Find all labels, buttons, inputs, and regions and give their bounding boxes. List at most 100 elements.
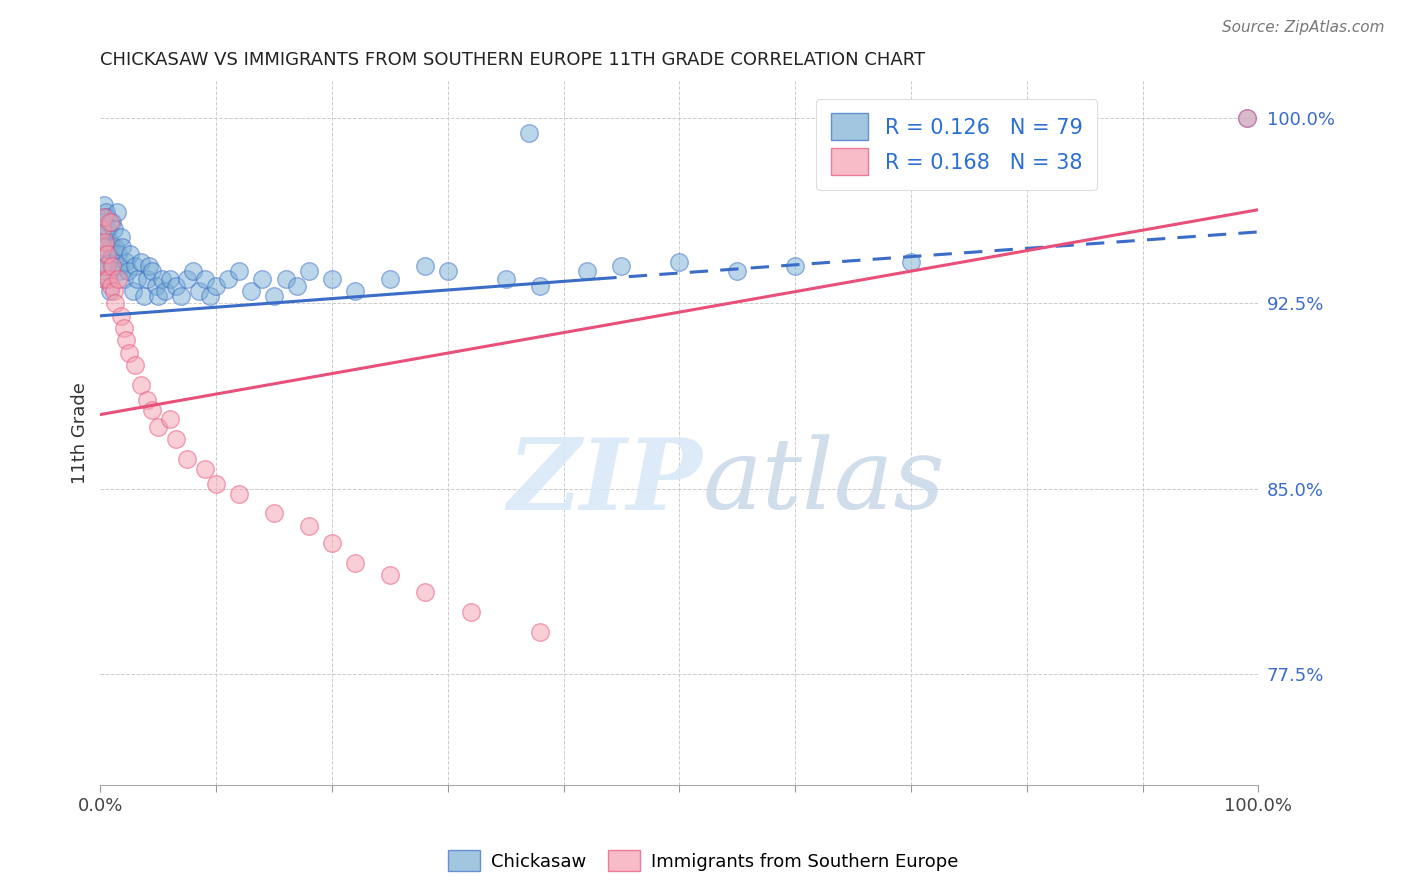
Point	[138, 260, 160, 274]
Point	[100, 279, 122, 293]
Point	[135, 272, 157, 286]
Point	[91, 222, 114, 236]
Point	[104, 296, 127, 310]
Point	[94, 247, 117, 261]
Point	[129, 378, 152, 392]
Point	[90, 235, 112, 249]
Point	[274, 272, 297, 286]
Point	[153, 284, 176, 298]
Point	[378, 568, 401, 582]
Point	[176, 452, 198, 467]
Point	[98, 215, 121, 229]
Point	[107, 247, 129, 261]
Point	[91, 247, 114, 261]
Point	[111, 240, 134, 254]
Point	[378, 272, 401, 286]
Point	[114, 254, 136, 268]
Point	[108, 264, 131, 278]
Point	[575, 264, 598, 278]
Point	[181, 264, 204, 278]
Point	[495, 272, 517, 286]
Point	[413, 260, 436, 274]
Point	[529, 279, 551, 293]
Point	[93, 210, 115, 224]
Point	[94, 205, 117, 219]
Point	[114, 334, 136, 348]
Point	[112, 272, 135, 286]
Point	[1236, 112, 1258, 126]
Point	[239, 284, 262, 298]
Point	[529, 624, 551, 639]
Point	[517, 126, 540, 140]
Point	[124, 260, 146, 274]
Point	[725, 264, 748, 278]
Point	[118, 346, 141, 360]
Point	[165, 279, 187, 293]
Point	[1236, 112, 1258, 126]
Point	[176, 272, 198, 286]
Point	[263, 289, 285, 303]
Point	[96, 210, 118, 224]
Point	[93, 198, 115, 212]
Point	[101, 260, 124, 274]
Point	[91, 240, 114, 254]
Point	[100, 252, 122, 266]
Point	[159, 412, 181, 426]
Point	[141, 264, 163, 278]
Point	[187, 284, 209, 298]
Point	[94, 227, 117, 242]
Legend: Chickasaw, Immigrants from Southern Europe: Chickasaw, Immigrants from Southern Euro…	[440, 843, 966, 879]
Point	[121, 284, 143, 298]
Point	[785, 260, 807, 274]
Point	[285, 279, 308, 293]
Point	[104, 240, 127, 254]
Point	[150, 272, 173, 286]
Point	[321, 272, 343, 286]
Point	[93, 272, 115, 286]
Point	[93, 272, 115, 286]
Point	[205, 279, 228, 293]
Point	[134, 289, 156, 303]
Point	[97, 272, 120, 286]
Point	[101, 215, 124, 229]
Point	[93, 260, 115, 274]
Point	[110, 309, 132, 323]
Point	[165, 432, 187, 446]
Point	[170, 289, 193, 303]
Point	[97, 272, 120, 286]
Point	[228, 264, 250, 278]
Point	[90, 222, 112, 236]
Point	[90, 210, 112, 224]
Point	[148, 289, 170, 303]
Point	[105, 205, 128, 219]
Point	[228, 486, 250, 500]
Point	[344, 556, 367, 570]
Point	[108, 260, 131, 274]
Point	[117, 264, 139, 278]
Point	[120, 247, 142, 261]
Point	[129, 254, 152, 268]
Text: Source: ZipAtlas.com: Source: ZipAtlas.com	[1222, 20, 1385, 35]
Point	[298, 264, 321, 278]
Point	[98, 284, 121, 298]
Point	[127, 272, 149, 286]
Point	[112, 321, 135, 335]
Text: ZIP: ZIP	[508, 434, 703, 531]
Point	[298, 518, 321, 533]
Point	[100, 240, 122, 254]
Text: CHICKASAW VS IMMIGRANTS FROM SOUTHERN EUROPE 11TH GRADE CORRELATION CHART: CHICKASAW VS IMMIGRANTS FROM SOUTHERN EU…	[100, 51, 925, 69]
Point	[217, 272, 239, 286]
Point	[145, 279, 167, 293]
Point	[94, 260, 117, 274]
Point	[200, 289, 222, 303]
Point	[263, 506, 285, 520]
Point	[413, 585, 436, 599]
Point	[110, 230, 132, 244]
Point	[94, 215, 117, 229]
Point	[321, 536, 343, 550]
Point	[124, 358, 146, 372]
Point	[94, 235, 117, 249]
Point	[460, 605, 482, 619]
Point	[205, 476, 228, 491]
Point	[94, 264, 117, 278]
